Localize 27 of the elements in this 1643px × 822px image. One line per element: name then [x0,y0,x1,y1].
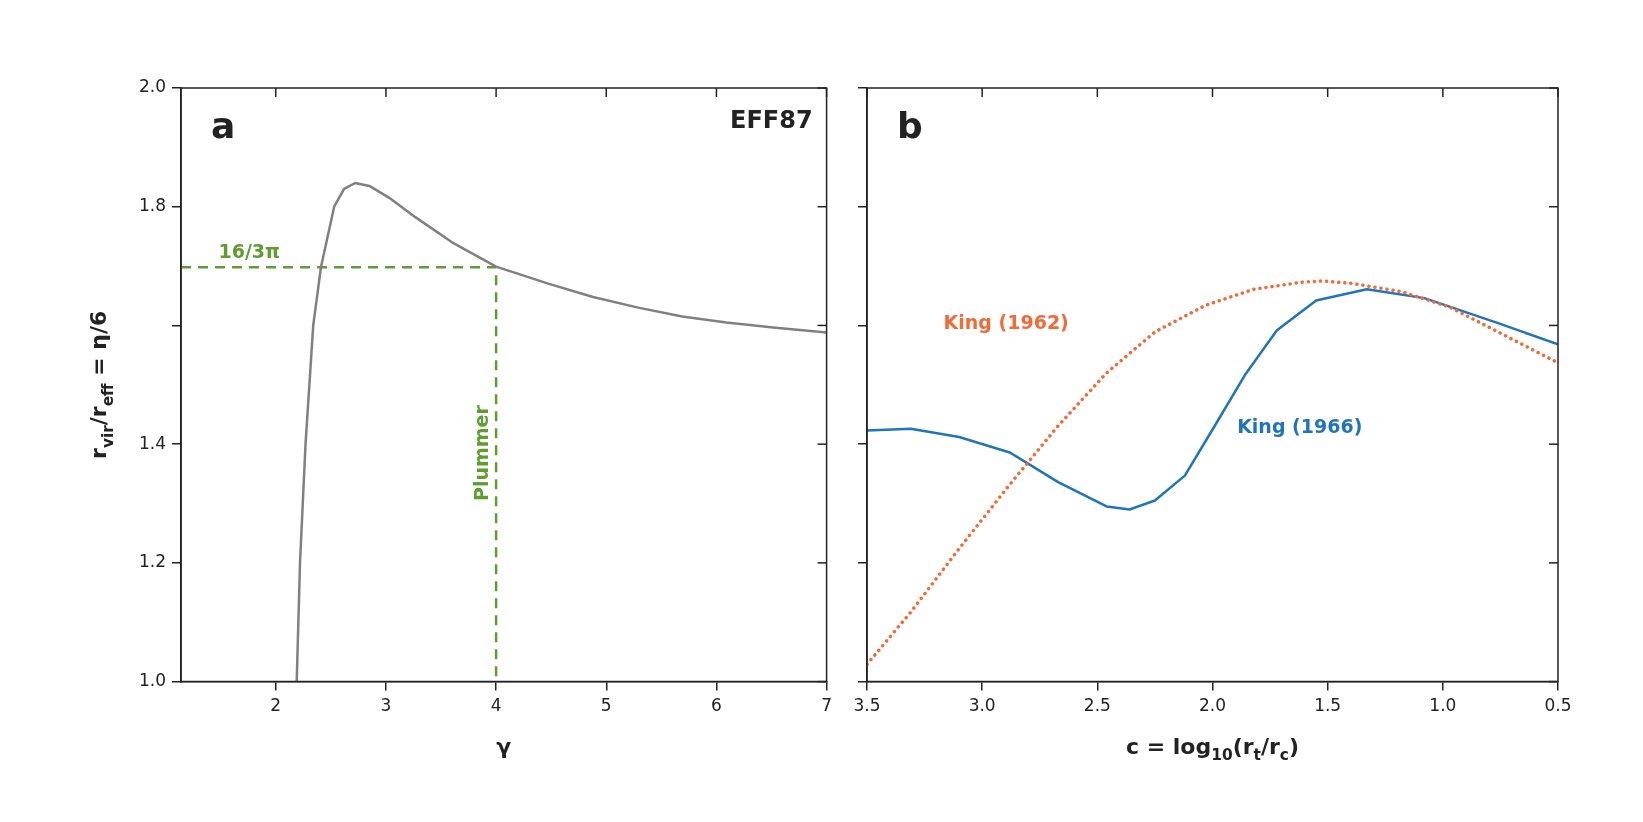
y-axis-title: rvir/reff = η/6 [86,310,117,459]
annotation: Plummer [470,404,493,501]
x-tick-label: 1.5 [1314,695,1342,716]
y-tick-label: 1.8 [138,195,167,216]
x-tick-label: 7 [821,695,833,716]
x-tick-label: 3.0 [968,695,996,716]
x-tick-label: 4 [490,695,502,716]
x-tick-label: 1.0 [1429,695,1457,716]
y-tick-label: 1.0 [138,670,167,691]
annotation: EFF87 [730,106,813,134]
x-tick-label: 6 [711,695,722,716]
x-tick-label: 2.5 [1083,695,1111,716]
x-tick-label: 3 [380,695,392,716]
annotation: a [211,105,236,146]
x-tick-label: 2.0 [1198,695,1227,716]
text: King (1962) [943,310,1069,333]
series-label: King (1966) [1237,415,1363,438]
x-tick-label: 5 [600,695,612,716]
y-tick-label: 1.2 [138,551,167,572]
y-tick-label: 1.4 [138,432,167,453]
x-tick-label: 2 [270,695,282,716]
x-axis-title: γ [496,733,512,759]
x-tick-label: 3.5 [853,695,881,716]
annotation: 16/3π [218,240,281,263]
y-tick-label: 2.0 [138,76,167,97]
x-tick-label: 0.5 [1544,695,1572,716]
annotation: b [897,105,923,146]
